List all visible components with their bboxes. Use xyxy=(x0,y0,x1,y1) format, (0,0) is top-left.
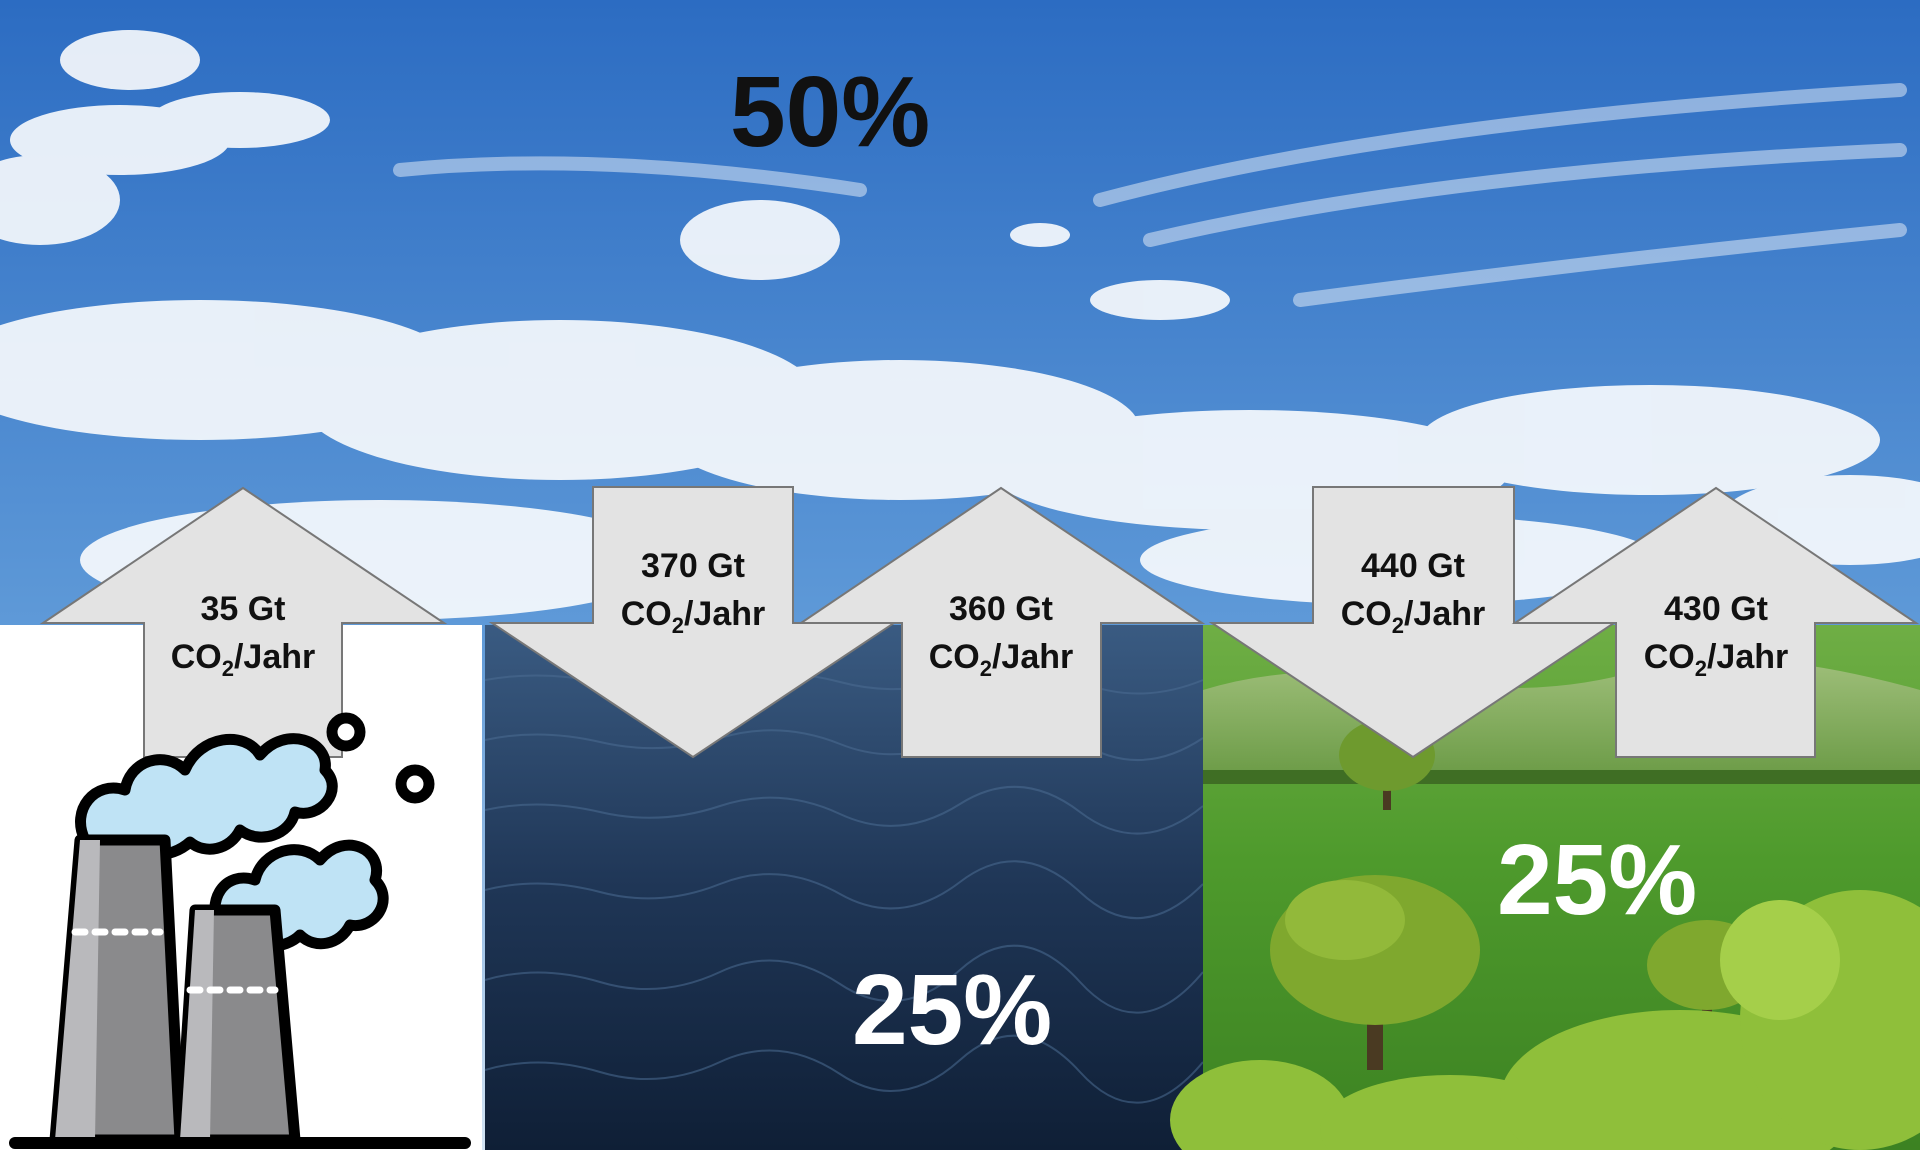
flow-unit: CO2/Jahr xyxy=(928,638,1074,681)
arrow-land-up xyxy=(1511,486,1920,758)
smoke-puff-icon-2 xyxy=(395,764,435,804)
flow-unit: CO2/Jahr xyxy=(170,638,316,681)
flow-arrows xyxy=(39,486,1920,759)
chimney-left-shade xyxy=(55,840,100,1140)
flow-amount: 430 Gt xyxy=(1664,590,1768,628)
flow-label-ocean-down: 370 Gt CO2/Jahr xyxy=(583,542,803,638)
ocean-share-label: 25% xyxy=(852,954,1053,1066)
foreground-bushes xyxy=(1170,890,1920,1150)
flow-label-emissions-up: 35 Gt CO2/Jahr xyxy=(133,585,353,681)
cloud-group xyxy=(0,30,1920,620)
flow-label-land-down: 440 Gt CO2/Jahr xyxy=(1303,542,1523,638)
flow-amount: 440 Gt xyxy=(1361,547,1465,585)
smoke-puff-icon xyxy=(326,712,366,752)
cirrus-clouds xyxy=(393,83,1907,307)
arrow-ocean-down xyxy=(488,486,898,759)
flow-amount: 360 Gt xyxy=(949,590,1053,628)
flow-amount: 35 Gt xyxy=(200,590,286,628)
flow-label-ocean-up: 360 Gt CO2/Jahr xyxy=(891,585,1111,681)
atmosphere-share-label: 50% xyxy=(730,56,931,168)
flow-unit: CO2/Jahr xyxy=(1340,595,1486,638)
factory-chimneys-icon xyxy=(9,712,471,1149)
land-share-label: 25% xyxy=(1497,824,1698,936)
arrow-land-down xyxy=(1208,486,1618,759)
tree-large xyxy=(1270,875,1480,1070)
chimney-right-shade xyxy=(180,910,214,1140)
flow-label-land-up: 430 Gt CO2/Jahr xyxy=(1606,585,1826,681)
arrow-ocean-up xyxy=(797,486,1206,758)
flow-unit: CO2/Jahr xyxy=(1643,638,1789,681)
hedge-line xyxy=(1203,770,1920,784)
flow-unit: CO2/Jahr xyxy=(620,595,766,638)
flow-amount: 370 Gt xyxy=(641,547,745,585)
